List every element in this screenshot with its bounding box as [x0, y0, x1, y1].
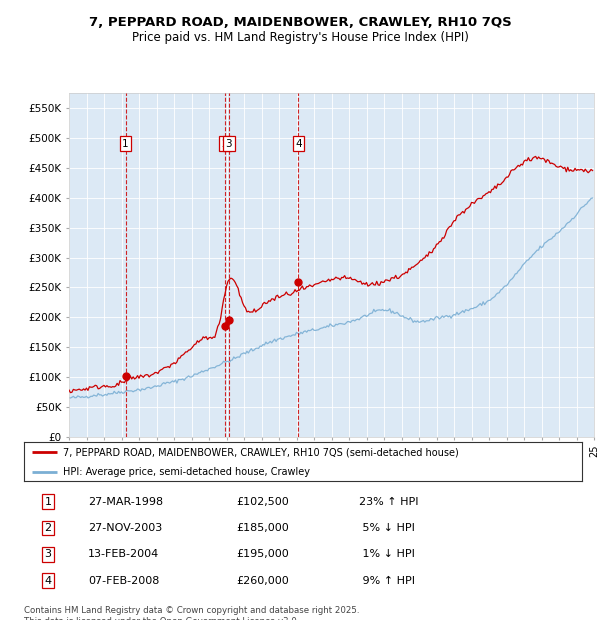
Text: £195,000: £195,000 [236, 549, 289, 559]
Text: 9% ↑ HPI: 9% ↑ HPI [359, 576, 415, 586]
Text: 7, PEPPARD ROAD, MAIDENBOWER, CRAWLEY, RH10 7QS (semi-detached house): 7, PEPPARD ROAD, MAIDENBOWER, CRAWLEY, R… [63, 448, 459, 458]
Text: 2: 2 [44, 523, 52, 533]
Text: 27-MAR-1998: 27-MAR-1998 [88, 497, 163, 507]
Text: 07-FEB-2008: 07-FEB-2008 [88, 576, 160, 586]
Text: 4: 4 [44, 576, 52, 586]
Text: Price paid vs. HM Land Registry's House Price Index (HPI): Price paid vs. HM Land Registry's House … [131, 31, 469, 44]
Text: HPI: Average price, semi-detached house, Crawley: HPI: Average price, semi-detached house,… [63, 467, 310, 477]
Text: 3: 3 [44, 549, 52, 559]
Text: 23% ↑ HPI: 23% ↑ HPI [359, 497, 418, 507]
Text: 2: 2 [221, 139, 228, 149]
Text: £185,000: £185,000 [236, 523, 289, 533]
Text: 7, PEPPARD ROAD, MAIDENBOWER, CRAWLEY, RH10 7QS: 7, PEPPARD ROAD, MAIDENBOWER, CRAWLEY, R… [89, 16, 511, 29]
Text: 3: 3 [225, 139, 232, 149]
Text: 13-FEB-2004: 13-FEB-2004 [88, 549, 160, 559]
Text: 1% ↓ HPI: 1% ↓ HPI [359, 549, 415, 559]
Text: 1: 1 [44, 497, 52, 507]
Text: Contains HM Land Registry data © Crown copyright and database right 2025.
This d: Contains HM Land Registry data © Crown c… [24, 606, 359, 620]
Text: 1: 1 [122, 139, 129, 149]
Text: 5% ↓ HPI: 5% ↓ HPI [359, 523, 415, 533]
Text: 27-NOV-2003: 27-NOV-2003 [88, 523, 163, 533]
Text: £102,500: £102,500 [236, 497, 289, 507]
Text: 4: 4 [295, 139, 302, 149]
Text: £260,000: £260,000 [236, 576, 289, 586]
